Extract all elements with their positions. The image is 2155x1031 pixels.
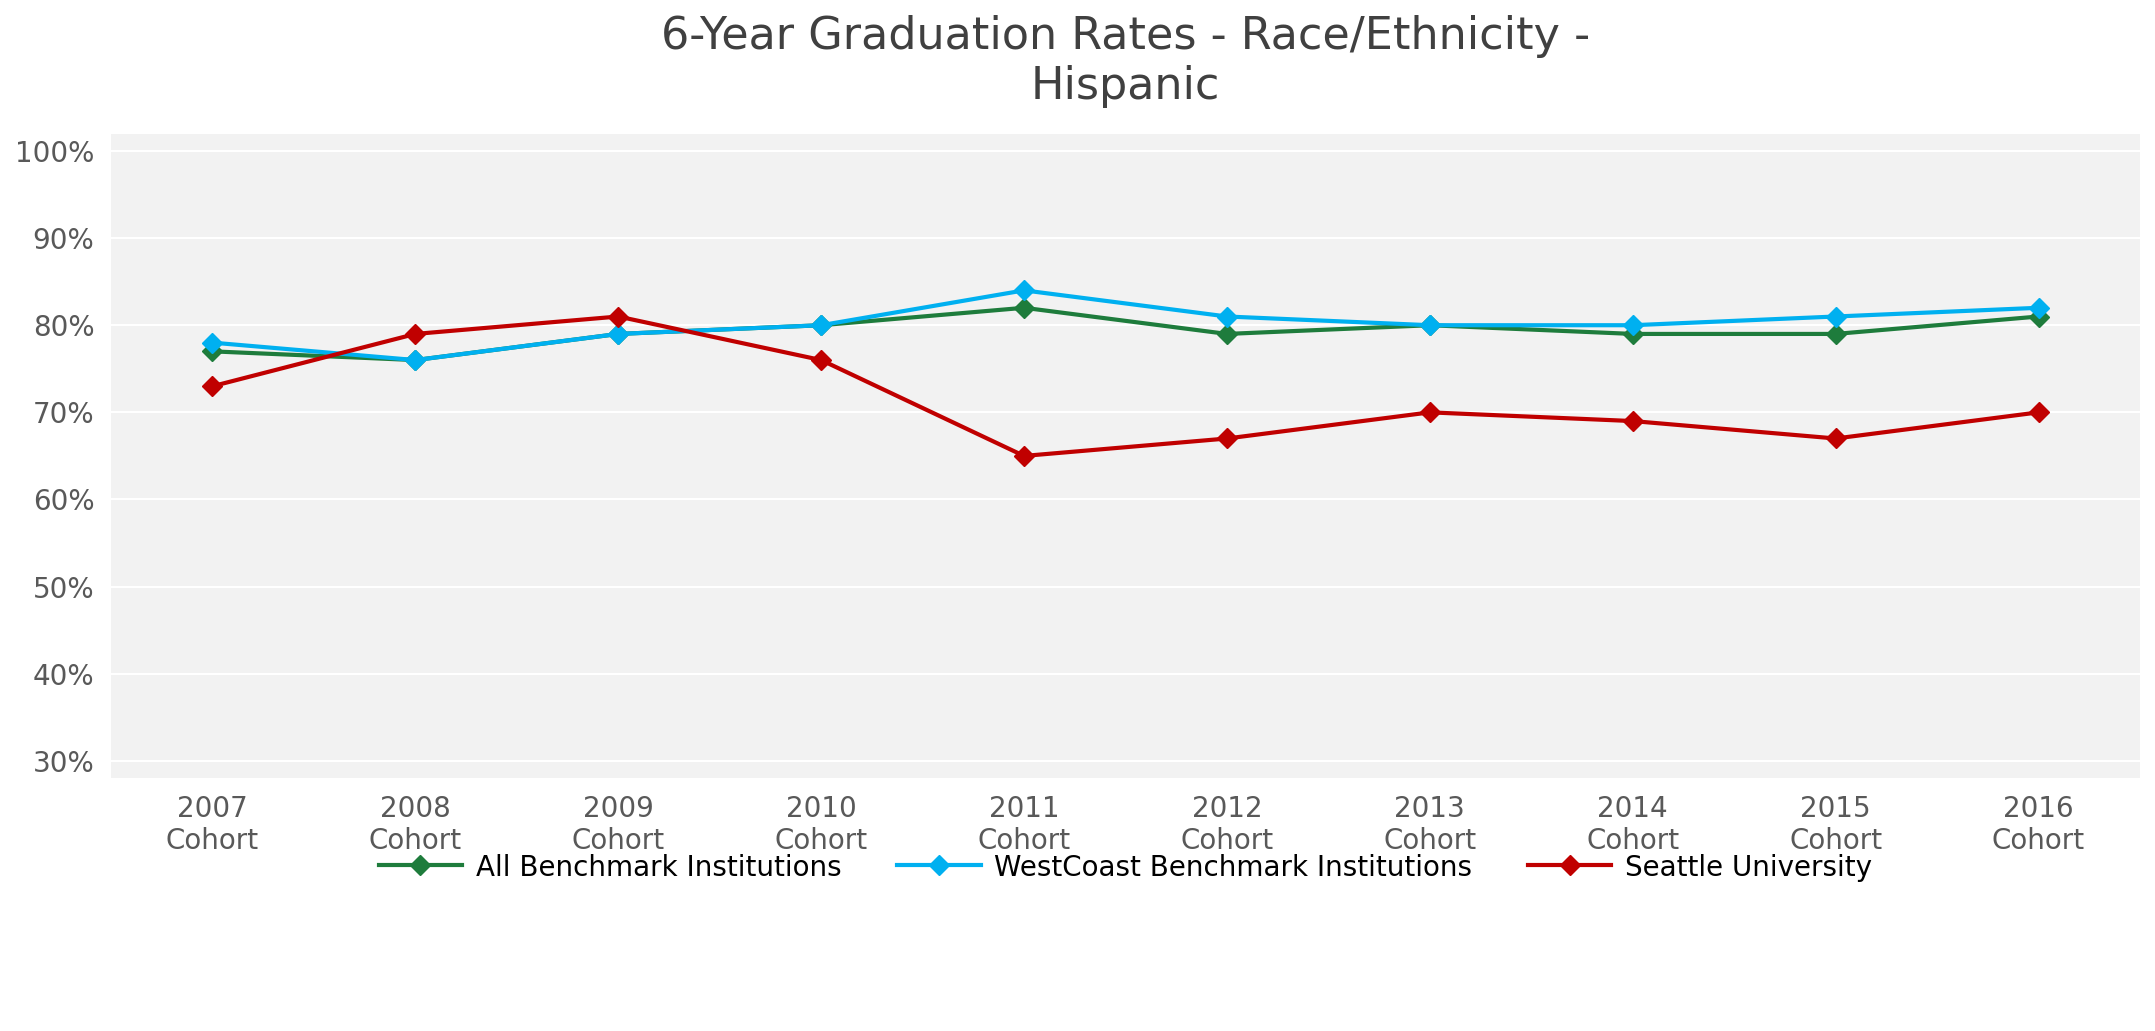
Legend: All Benchmark Institutions, WestCoast Benchmark Institutions, Seattle University: All Benchmark Institutions, WestCoast Be…	[369, 843, 1883, 894]
Title: 6-Year Graduation Rates - Race/Ethnicity -
Hispanic: 6-Year Graduation Rates - Race/Ethnicity…	[662, 15, 1590, 108]
